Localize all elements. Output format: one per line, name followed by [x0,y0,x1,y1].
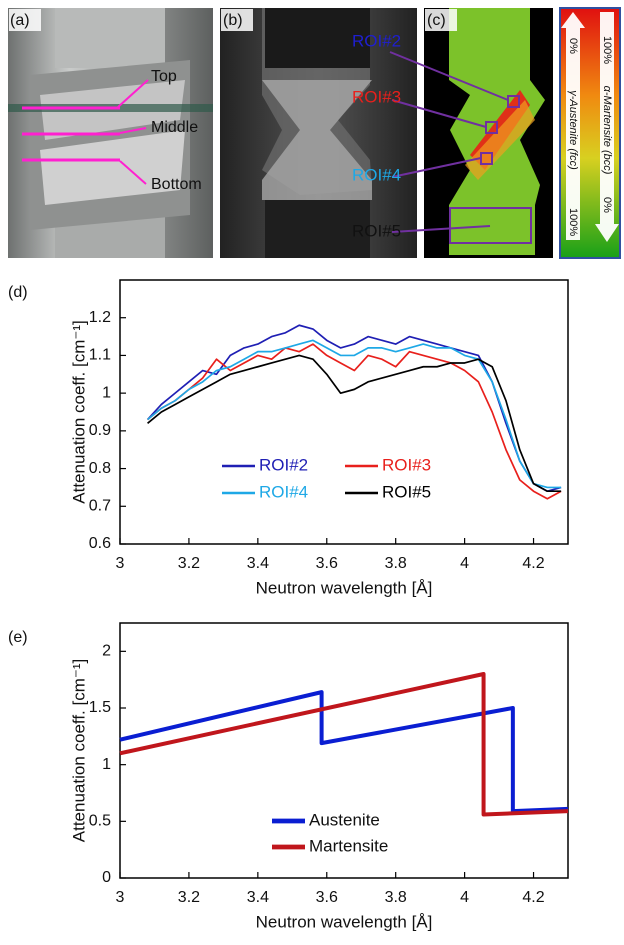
photo-a [8,8,213,258]
x-tick-label: 3.2 [178,555,200,572]
y-tick-label: 1.5 [89,699,111,716]
x-tick-label: 3.8 [385,555,407,572]
y-tick-label: 1.2 [89,309,111,326]
legend-label: ROI#2 [259,455,308,474]
x-tick-label: 4.2 [522,889,544,906]
series-line [119,690,569,814]
x-tick-label: 4.2 [522,555,544,572]
colorbar-label: 100% [601,36,613,64]
y-axis-label: Attenuation coeff. [cm⁻¹] [69,320,88,503]
x-axis-label: Neutron wavelength [Å] [256,912,433,931]
roi-label: ROI#2 [352,31,401,50]
legend-label: Austenite [309,810,380,829]
legend-label: ROI#5 [382,482,431,501]
y-tick-label: 0.7 [89,498,111,515]
x-tick-label: 3.4 [247,889,269,906]
colorbar-label: 0% [567,38,579,54]
x-tick-label: 4 [460,889,469,906]
x-tick-label: 3.6 [316,889,338,906]
y-tick-label: 1.1 [89,347,111,364]
roi-label: ROI#5 [352,221,401,240]
x-tick-label: 3 [116,889,125,906]
annotation: Middle [151,119,198,136]
legend-label: ROI#4 [259,482,308,501]
roi-label: ROI#3 [352,87,401,106]
neutron-image-b [220,8,417,258]
panel-label: (e) [8,629,28,646]
series-line [119,672,569,817]
map-c [389,8,553,258]
y-tick-label: 0.6 [89,535,111,552]
panel-label: (d) [8,284,28,301]
y-tick-label: 2 [102,643,111,660]
y-tick-label: 0.8 [89,460,111,477]
annotation: Top [151,68,177,85]
legend-label: Martensite [309,836,388,855]
y-tick-label: 0 [102,869,111,886]
x-tick-label: 3 [116,555,125,572]
y-tick-label: 1 [102,384,111,401]
plot-frame [119,622,569,879]
colorbar-label: α-Martensite (bcc) [601,86,613,175]
colorbar-label: γ-Austenite (fcc) [567,90,579,170]
series-line [147,339,562,489]
x-tick-label: 3.8 [385,889,407,906]
y-tick-label: 0.9 [89,422,111,439]
x-axis-label: Neutron wavelength [Å] [256,578,433,597]
colorbar-label: 100% [567,208,579,236]
panel-label: (a) [10,12,30,29]
colorbar-label: 0% [601,197,613,213]
panel-label: (c) [427,12,446,29]
series-line [147,343,562,500]
x-tick-label: 3.6 [316,555,338,572]
annotation: Bottom [151,176,202,193]
y-tick-label: 0.5 [89,813,111,830]
x-tick-label: 4 [460,555,469,572]
colorbar [559,7,621,259]
label-bg [221,9,253,31]
x-tick-label: 3.4 [247,555,269,572]
y-tick-label: 1 [102,756,111,773]
series-line [147,354,562,493]
roi-label: ROI#4 [352,165,401,184]
legend-label: ROI#3 [382,455,431,474]
x-tick-label: 3.2 [178,889,200,906]
panel-label: (b) [223,12,243,29]
plot-frame [119,279,569,545]
y-axis-label: Attenuation coeff. [cm⁻¹] [69,659,88,842]
